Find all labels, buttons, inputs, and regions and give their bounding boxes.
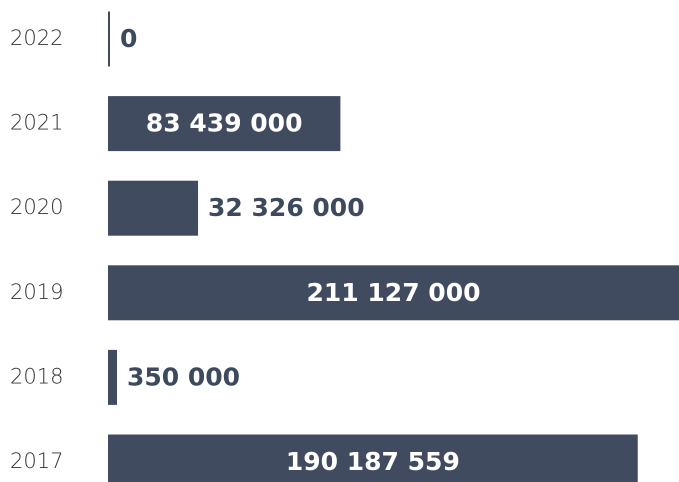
- value-label: 190 187 559: [286, 447, 460, 476]
- value-label: 32 326 000: [208, 193, 365, 222]
- bar: [108, 11, 110, 67]
- category-label: 2017: [10, 449, 63, 473]
- bar: [108, 349, 117, 405]
- bar: [108, 434, 638, 482]
- value-label: 0: [120, 24, 137, 53]
- value-label: 211 127 000: [307, 278, 481, 307]
- category-label: 2021: [10, 111, 63, 135]
- bar: [108, 265, 679, 321]
- value-label: 83 439 000: [146, 109, 303, 138]
- bar: [108, 96, 341, 152]
- category-label: 2018: [10, 364, 63, 388]
- category-label: 2020: [10, 195, 63, 219]
- bar: [108, 180, 199, 236]
- category-label: 2022: [10, 26, 63, 50]
- value-label: 350 000: [127, 362, 240, 391]
- category-label: 2019: [10, 280, 63, 304]
